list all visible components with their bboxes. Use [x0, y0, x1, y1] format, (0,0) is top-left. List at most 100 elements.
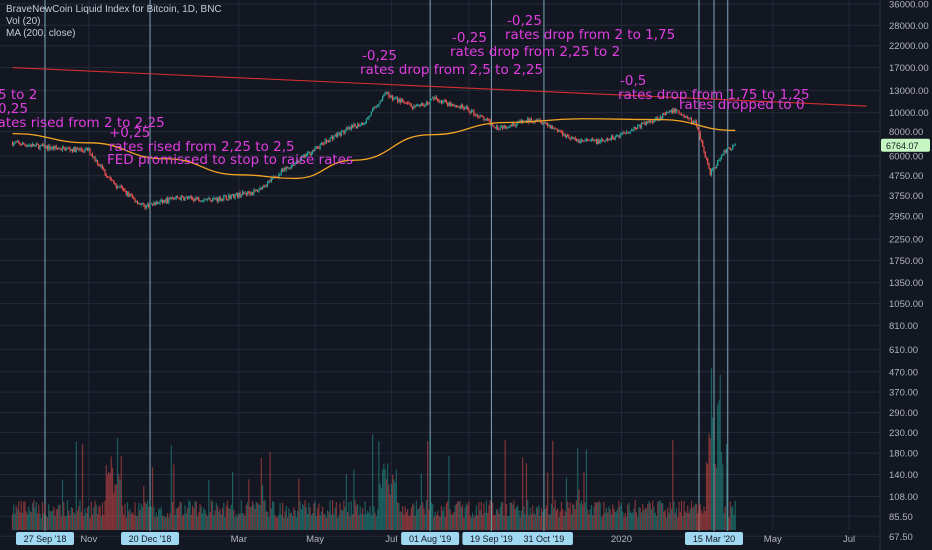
volume-bar [605, 507, 608, 530]
candle-body [243, 191, 245, 194]
volume-bar [218, 511, 220, 530]
candle-body [11, 142, 14, 146]
candle-body [627, 131, 629, 133]
volume-bar [250, 506, 252, 530]
volume-bar [275, 517, 277, 530]
candle-body [13, 142, 15, 146]
volume-bar [694, 503, 696, 530]
candle-body [639, 125, 641, 128]
candle-body [49, 145, 51, 150]
volume-bar [260, 457, 262, 530]
candle-body [253, 190, 255, 195]
candle-body [395, 97, 397, 99]
volume-bar [587, 509, 589, 530]
candle-body [687, 117, 689, 119]
candle-body [126, 192, 129, 196]
candle-body [355, 126, 357, 129]
candle-body [99, 165, 101, 167]
candle-body [510, 125, 513, 127]
candle-body [180, 196, 182, 201]
candle-body [392, 95, 394, 100]
volume-bar [205, 514, 207, 530]
volume-bar [76, 510, 79, 530]
date-highlight-box [462, 532, 521, 545]
volume-bar [484, 512, 486, 530]
volume-bar [385, 479, 387, 530]
volume-bar [538, 504, 540, 530]
volume-bar [510, 502, 513, 530]
annotation-12: rates drop from 2 to 1,75 [505, 27, 676, 43]
y-tick-label: 1750.00 [889, 256, 923, 267]
volume-bar [440, 505, 442, 530]
chart-title: BraveNewCoin Liquid Index for Bitcoin, 1… [6, 4, 222, 15]
candle-body [587, 139, 589, 140]
volume-bar [614, 511, 616, 530]
candle-body [725, 148, 728, 152]
candle-body [111, 179, 114, 181]
volume-bar [434, 512, 436, 530]
candle-body [63, 147, 65, 148]
candle-body [417, 105, 419, 107]
candle-body [430, 98, 432, 100]
candle-body [357, 124, 359, 129]
candle-body [605, 138, 608, 141]
volume-bar [399, 511, 401, 530]
candle-body [114, 182, 116, 185]
volume-bar [700, 510, 703, 530]
candle-body [223, 195, 225, 200]
candle-body [700, 139, 703, 141]
volume-bar [413, 504, 415, 530]
candle-body [603, 140, 605, 142]
volume-bar [713, 439, 715, 530]
volume-bar [230, 504, 232, 530]
volume-bar [164, 517, 166, 530]
candle-body [352, 125, 354, 127]
candle-body [83, 150, 85, 152]
volume-bar [488, 505, 490, 530]
volume-bar [285, 506, 287, 530]
candle-body [563, 134, 565, 136]
volume-bar [154, 517, 156, 530]
candle-body [673, 108, 675, 114]
candle-body [377, 105, 379, 107]
volume-bar [654, 512, 656, 530]
candle-body [193, 198, 195, 202]
annotation-8: rates drop from 2,5 to 2,25 [360, 62, 544, 78]
volume-bar [422, 502, 424, 530]
candle-body [55, 146, 57, 148]
volume-bar [513, 500, 515, 530]
ma-indicator-label[interactable]: MA (200, close) [6, 28, 76, 39]
candle-body [169, 198, 171, 200]
volume-bar [508, 515, 510, 530]
x-tick-label: 20 Dec '18 [129, 534, 172, 544]
volume-bar [15, 505, 17, 530]
candle-body [350, 125, 352, 130]
candle-body [363, 123, 365, 125]
volume-bar [518, 510, 520, 530]
candle-body [625, 131, 628, 134]
candle-body [264, 186, 266, 187]
volume-bar [339, 503, 341, 530]
candle-body [495, 126, 498, 129]
volume-bar [572, 503, 574, 530]
volume-bar [153, 506, 155, 530]
vol-indicator-label[interactable]: Vol (20) [6, 16, 41, 27]
volume-bar [590, 505, 593, 530]
candle-body [186, 197, 189, 199]
candle-body [497, 126, 499, 130]
candle-body [477, 114, 479, 117]
volume-bar [229, 508, 231, 530]
volume-bar [136, 516, 139, 530]
volume-bar [647, 504, 649, 530]
candle-body [265, 186, 267, 187]
volume-bar [105, 464, 107, 530]
candle-body [48, 145, 50, 150]
volume-bar [604, 512, 606, 530]
volume-bar [128, 511, 130, 530]
candle-body [120, 186, 122, 188]
candle-body [124, 189, 126, 192]
candle-body [15, 142, 17, 144]
candle-body [133, 197, 135, 199]
candle-body [404, 102, 406, 104]
